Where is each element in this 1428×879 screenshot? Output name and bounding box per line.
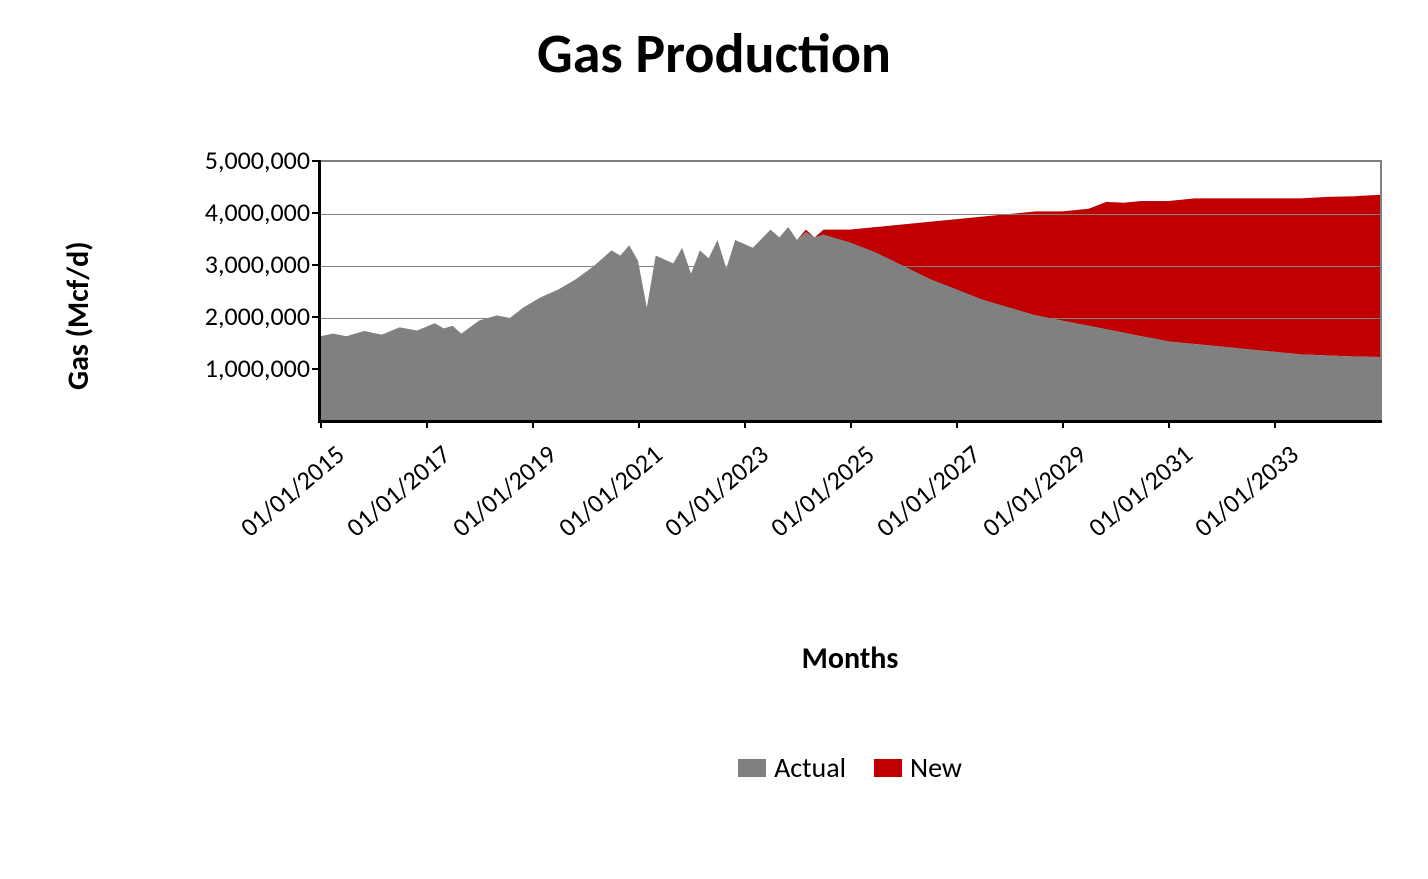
y-tick-label: 2,000,000 [140,300,310,332]
gridline [320,214,1380,215]
gridline [320,318,1380,319]
legend-swatch-actual [738,759,766,777]
x-axis-line [318,420,1382,423]
x-axis-label: Months [320,640,1380,677]
y-tick-label: 5,000,000 [140,144,310,176]
y-axis-line [318,160,321,422]
chart-title: Gas Production [0,20,1428,88]
legend-swatch-new [874,759,902,777]
y-tick-label: 3,000,000 [140,248,310,280]
legend-label-actual: Actual [774,750,846,785]
legend-item-actual: Actual [738,750,846,785]
plot-area [320,160,1382,422]
legend-item-new: New [874,750,962,785]
legend: Actual New [320,750,1380,785]
y-tick-label: 4,000,000 [140,196,310,228]
stacked-area-svg [320,162,1380,422]
chart-container: Gas Production Gas (Mcf/d) Months Actual… [0,0,1428,879]
gridline [320,266,1380,267]
legend-label-new: New [910,750,962,785]
y-axis-label: Gas (Mcf/d) [60,241,97,390]
y-tick-label: 1,000,000 [140,352,310,384]
gridline [320,370,1380,371]
